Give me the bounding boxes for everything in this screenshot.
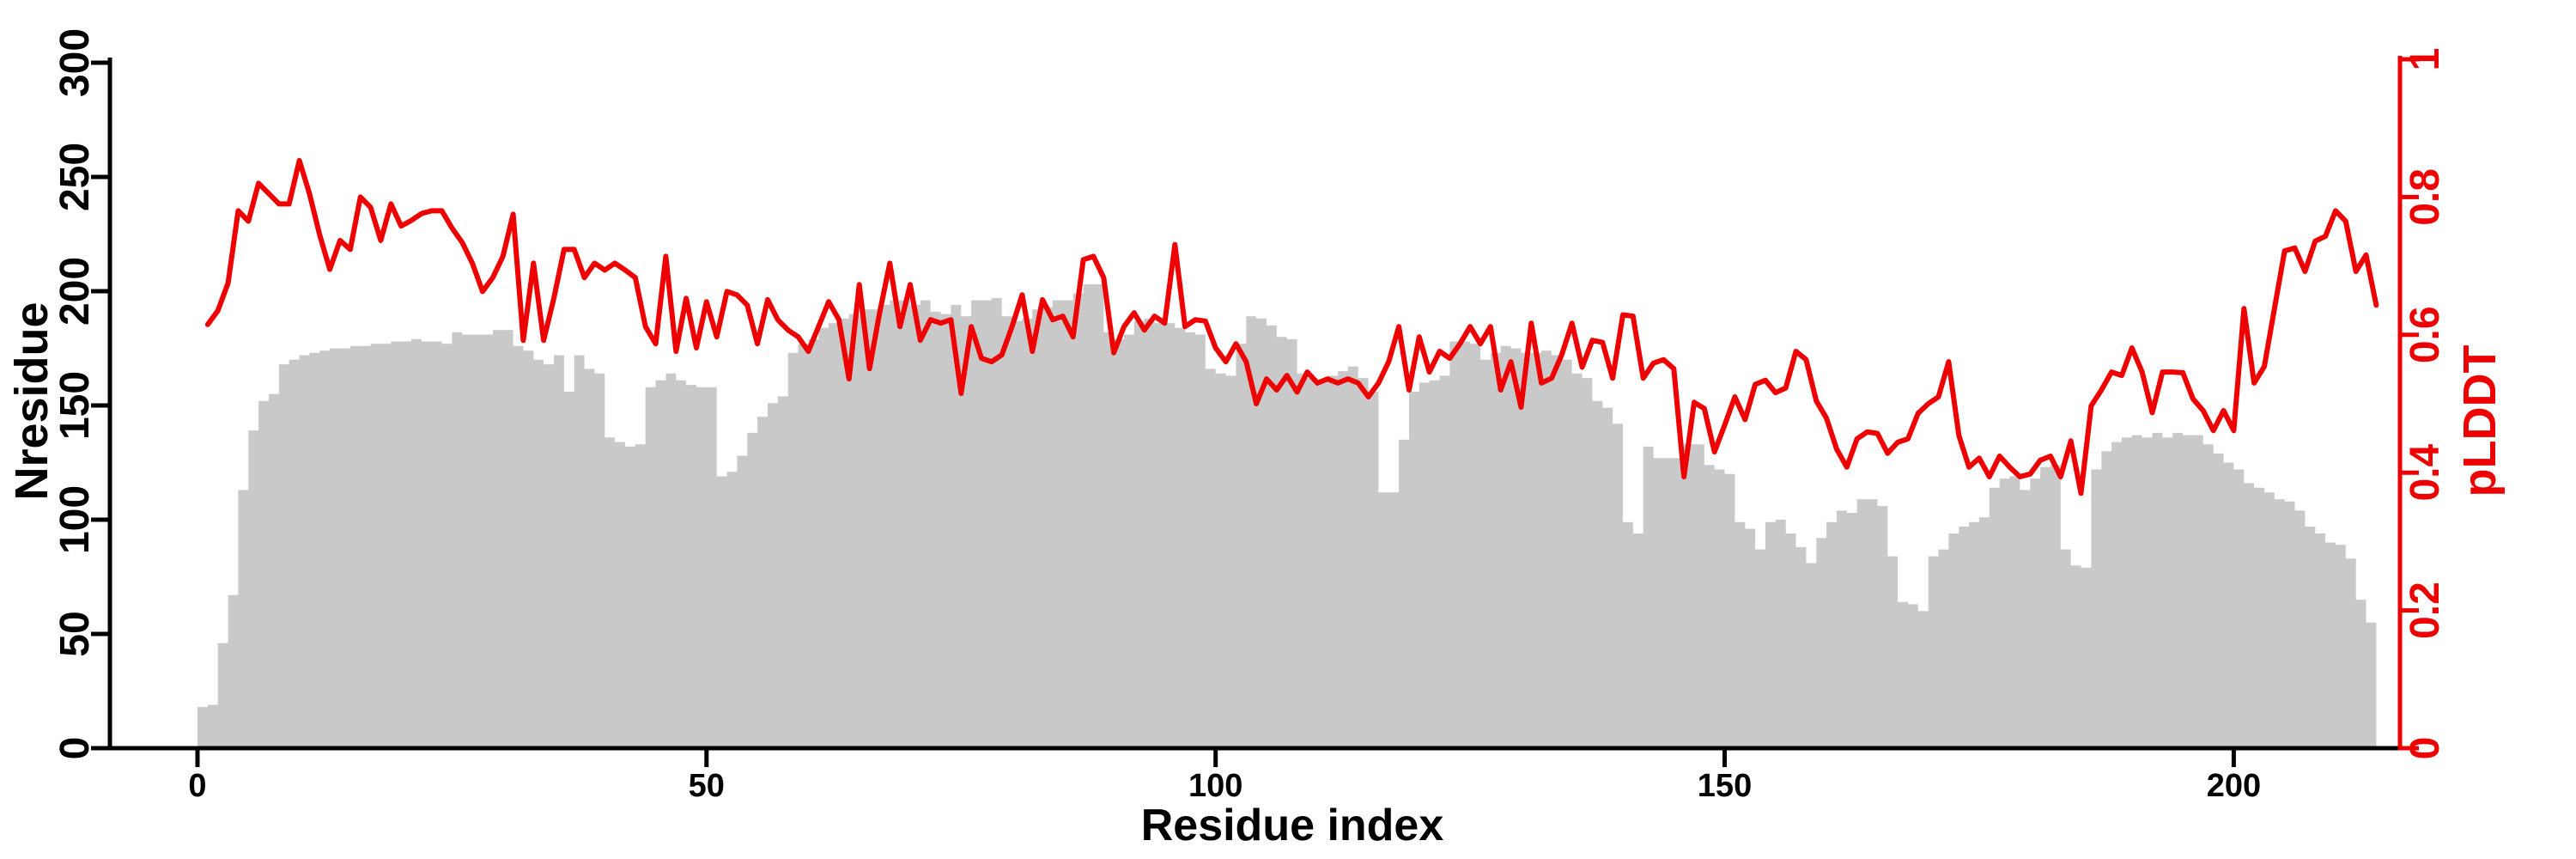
x-axis-tick-label: 100: [1188, 768, 1242, 804]
right-axis-tick-label: 0.4: [2403, 444, 2448, 502]
right-axis-title: pLDDT: [2454, 345, 2506, 497]
right-axis-tick-label: 0.8: [2403, 168, 2448, 226]
left-axis-tick-label: 200: [52, 257, 98, 326]
right-axis: 0 0.2 0.4 0.6 0.8 1: [2397, 48, 2448, 760]
left-axis: 0 50 100 150 200 250 300: [52, 28, 112, 760]
left-axis-tick-label: 150: [52, 371, 98, 440]
left-axis-tick-label: 0: [52, 737, 98, 760]
right-axis-tick-label: 0.6: [2403, 306, 2448, 363]
right-axis-tick-label: 1: [2403, 48, 2448, 71]
x-axis-tick-label: 50: [689, 768, 725, 804]
left-axis-tick-label: 250: [52, 143, 98, 211]
bars-layer: [197, 284, 2377, 748]
right-axis-tick-label: 0.2: [2403, 582, 2448, 639]
left-axis-title: Nresidue: [6, 302, 58, 500]
bottom-axis: 0 50 100 150 200: [107, 746, 2415, 804]
right-axis-tick-label: 0: [2403, 737, 2448, 760]
plddt-line: [204, 157, 2379, 497]
x-axis-title: Residue index: [1141, 801, 1444, 850]
line-layer: [204, 157, 2379, 497]
left-axis-tick-label: 50: [52, 611, 98, 656]
x-axis-tick-label: 150: [1698, 768, 1752, 804]
left-axis-tick-label: 300: [52, 28, 98, 97]
x-axis-tick-label: 0: [188, 768, 206, 804]
x-axis-tick-label: 200: [2207, 768, 2261, 804]
left-axis-tick-label: 100: [52, 485, 98, 554]
nresidue-bars: [197, 284, 2377, 748]
